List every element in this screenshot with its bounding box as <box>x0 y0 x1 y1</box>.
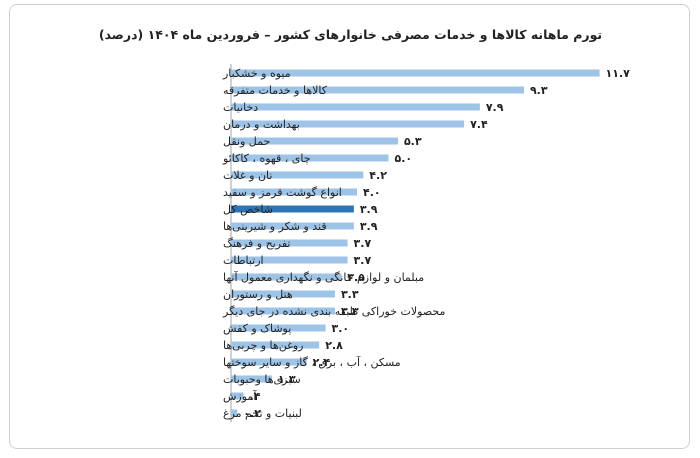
category-label: پوشاک و کفش <box>223 322 291 335</box>
category-label: سبزی‌ها وحبوبات <box>223 373 301 386</box>
value-label: ۳.۳ <box>341 288 359 301</box>
bar <box>231 69 600 77</box>
value-label: ۲.۴ <box>313 356 331 369</box>
value-label: ۵.۰ <box>395 152 413 165</box>
category-label: آموزش <box>223 389 257 403</box>
bar <box>231 188 357 196</box>
value-label: ۴.۰ <box>363 186 381 199</box>
bar <box>231 171 364 179</box>
value-label: ۵.۳ <box>404 135 422 148</box>
bar <box>231 290 335 298</box>
bar <box>231 358 307 366</box>
category-label: قند و شکر و شیرینی‌ها <box>223 220 327 233</box>
bar <box>231 273 342 281</box>
value-label: ۳.۷ <box>354 254 372 267</box>
bar <box>231 392 244 400</box>
category-label: ارتباطات <box>223 254 264 267</box>
category-label: کالاها و خدمات متفرقه <box>223 84 328 97</box>
bar <box>231 86 524 94</box>
bar <box>231 341 320 349</box>
category-label: میوه و خشکبار <box>222 67 291 80</box>
value-label: ۳.۹ <box>360 220 378 233</box>
category-label: محصولات خوراکی طبقه بندی نشده در جای دیگ… <box>222 305 445 318</box>
value-label: .۴ <box>250 390 261 403</box>
category-label: چای ، قهوه ، کاکائو <box>222 152 311 165</box>
bar <box>231 154 389 162</box>
value-label: ۳.۰ <box>332 322 350 335</box>
category-label: بهداشت و درمان <box>223 118 300 131</box>
category-label: لبنیات و تخم مرغ <box>223 407 302 420</box>
value-label: ۷.۹ <box>486 101 504 114</box>
category-label: انواع گوشت قرمز و سفید <box>223 186 342 199</box>
bar <box>231 137 398 145</box>
bar <box>231 120 465 128</box>
category-label: شاخص کل <box>223 203 273 216</box>
category-label: تفریح و فرهنگ <box>223 237 290 250</box>
bar <box>231 324 326 332</box>
bar <box>231 239 348 247</box>
bar <box>231 375 272 383</box>
bar <box>231 409 238 417</box>
category-label: حمل ونقل <box>223 135 270 148</box>
value-label: ۰.۲ <box>243 407 261 420</box>
category-label: روغن‌ها و چربی‌ها <box>223 339 303 352</box>
value-label: ۳.۳ <box>341 305 359 318</box>
value-label: ۳.۷ <box>354 237 372 250</box>
bar <box>231 222 354 230</box>
bar <box>231 307 335 315</box>
value-label: ۹.۳ <box>530 84 548 97</box>
category-label: نان و غلات <box>223 169 272 182</box>
chart-title: تورم ماهانه کالاها و خدمات مصرفی خانواره… <box>98 27 603 42</box>
value-label: ۳.۹ <box>360 203 378 216</box>
bar <box>231 103 480 111</box>
bar <box>231 205 354 213</box>
category-label: مبلمان و لوازم خانگی و نگهداری معمول آنه… <box>223 270 424 284</box>
value-label: ۲.۸ <box>325 339 343 352</box>
category-label: هتل و رستوران <box>223 288 293 301</box>
value-label: ۴.۲ <box>369 169 387 182</box>
category-label: مسکن ، آب ، برق ، گاز و سایر سوختها <box>223 355 401 369</box>
value-label: ۱۱.۷ <box>606 67 631 80</box>
value-label: ۷.۴ <box>470 118 488 131</box>
bar <box>231 256 348 264</box>
value-label: ۱.۳ <box>278 373 296 386</box>
value-label: ۳.۵ <box>347 271 365 284</box>
category-label: دخانیات <box>223 101 258 114</box>
